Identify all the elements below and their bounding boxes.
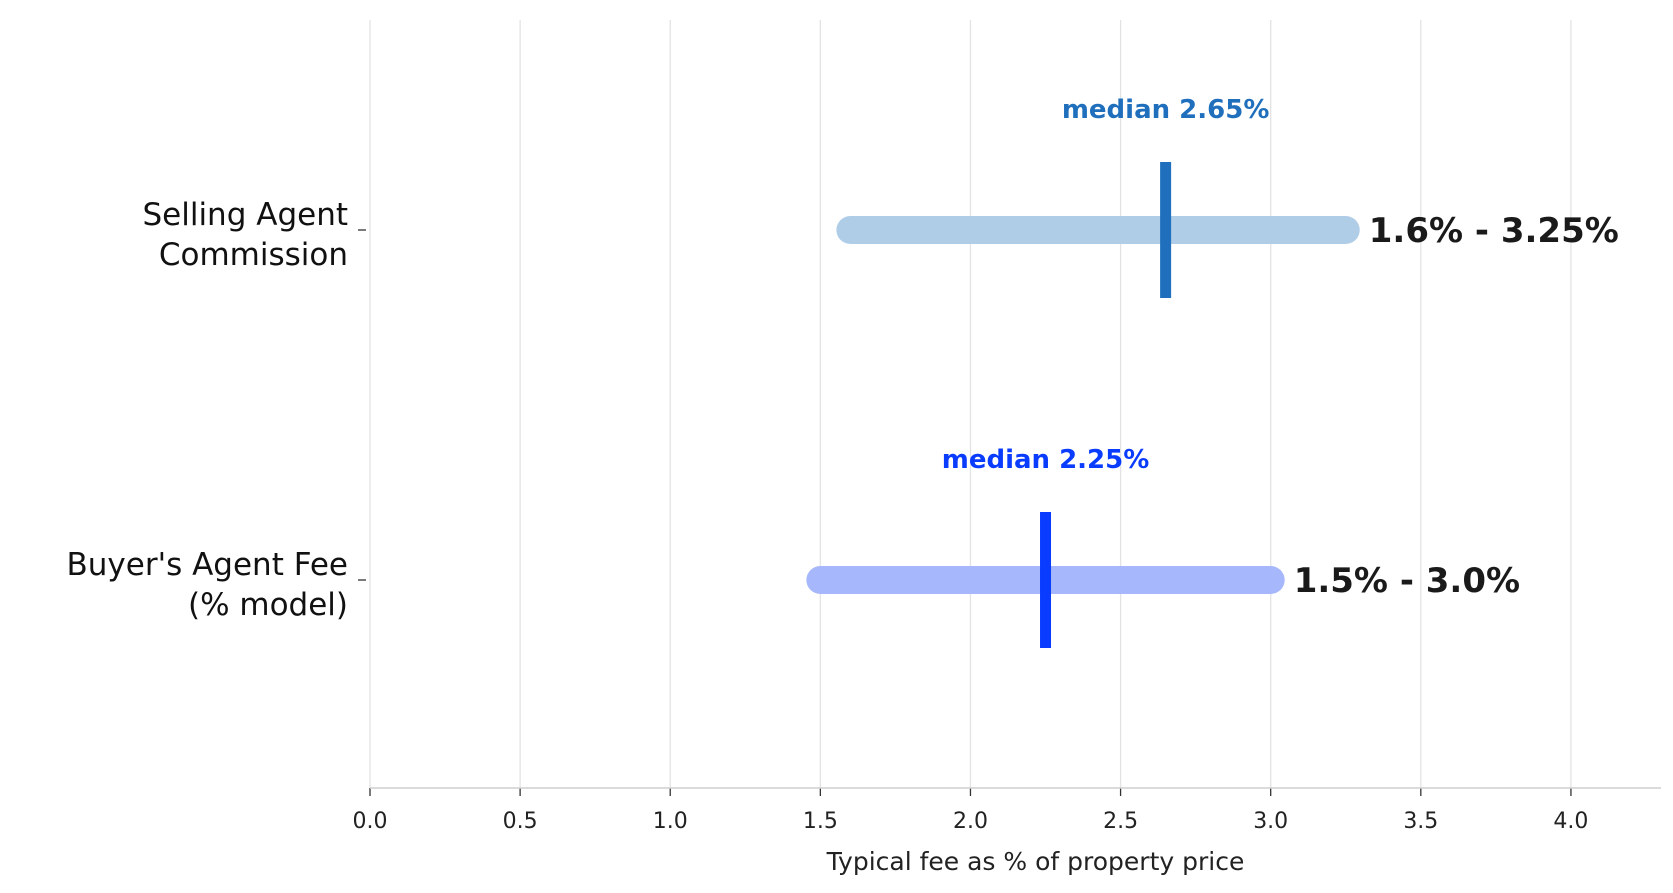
category-label-line: (% model) <box>188 587 348 623</box>
x-axis: 0.0 0.5 1.0 1.5 2.0 2.5 3.0 3.5 4.0 <box>353 787 1661 834</box>
x-tick-label: 0.5 <box>503 809 538 834</box>
category-label: Selling Agent Commission <box>142 197 348 273</box>
x-tick-label: 1.0 <box>653 809 688 834</box>
annotations: median 2.65% 1.6% - 3.25% median 2.25% 1.5%… <box>942 95 1619 601</box>
median-label: median 2.65% <box>1062 95 1270 125</box>
x-tick-label: 3.0 <box>1253 809 1288 834</box>
x-tick-label: 2.5 <box>1103 809 1138 834</box>
range-label: 1.6% - 3.25% <box>1369 211 1619 251</box>
x-tick-label: 4.0 <box>1553 809 1588 834</box>
category-label-line: Selling Agent <box>142 197 348 233</box>
median-label: median 2.25% <box>942 445 1150 475</box>
x-tick-label: 0.0 <box>353 809 388 834</box>
category-label: Buyer's Agent Fee (% model) <box>67 547 349 623</box>
category-label-line: Buyer's Agent Fee <box>67 547 349 583</box>
x-tick-label: 3.5 <box>1403 809 1438 834</box>
range-label: 1.5% - 3.0% <box>1294 561 1520 601</box>
range-bars <box>806 162 1360 648</box>
category-axis: Selling Agent Commission Buyer's Agent Fee… <box>67 197 366 623</box>
x-axis-title: Typical fee as % of property price <box>826 847 1245 876</box>
x-tick-label: 1.5 <box>803 809 838 834</box>
x-tick-label: 2.0 <box>953 809 988 834</box>
category-label-line: Commission <box>159 237 348 273</box>
grid-lines <box>369 20 1572 788</box>
